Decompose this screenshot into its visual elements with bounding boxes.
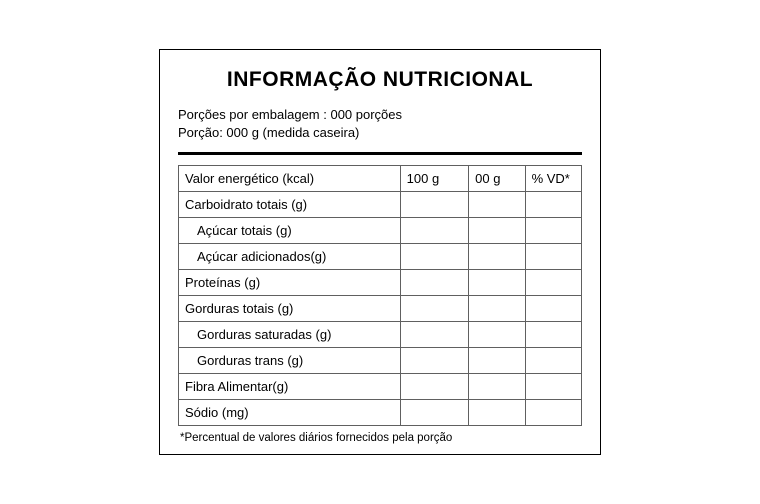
- cell-value: [525, 244, 581, 270]
- column-header: 00 g: [469, 166, 525, 192]
- row-label: Gorduras trans (g): [179, 348, 401, 374]
- cell-value: [469, 192, 525, 218]
- cell-value: [469, 296, 525, 322]
- cell-value: [400, 192, 469, 218]
- cell-value: [525, 322, 581, 348]
- cell-value: [400, 270, 469, 296]
- footnote: *Percentual de valores diários fornecido…: [178, 426, 582, 446]
- cell-value: [400, 296, 469, 322]
- row-label: Carboidrato totais (g): [179, 192, 401, 218]
- column-header: 100 g: [400, 166, 469, 192]
- row-label: Açúcar totais (g): [179, 218, 401, 244]
- cell-value: [400, 218, 469, 244]
- table-row: Gorduras saturadas (g): [179, 322, 582, 348]
- table-row: Sódio (mg): [179, 400, 582, 426]
- cell-value: [469, 322, 525, 348]
- cell-value: [525, 270, 581, 296]
- cell-value: [525, 192, 581, 218]
- cell-value: [400, 244, 469, 270]
- cell-value: [525, 348, 581, 374]
- serving-line-2: Porção: 000 g (medida caseira): [178, 124, 582, 142]
- table-row: Valor energético (kcal)100 g00 g% VD*: [179, 166, 582, 192]
- row-label: Fibra Alimentar(g): [179, 374, 401, 400]
- cell-value: [469, 348, 525, 374]
- cell-value: [469, 218, 525, 244]
- serving-line-1: Porções por embalagem : 000 porções: [178, 106, 582, 124]
- row-label: Proteínas (g): [179, 270, 401, 296]
- table-row: Fibra Alimentar(g): [179, 374, 582, 400]
- nutrition-facts-panel: INFORMAÇÃO NUTRICIONAL Porções por embal…: [159, 49, 601, 455]
- row-label: Sódio (mg): [179, 400, 401, 426]
- nutrition-table: Valor energético (kcal)100 g00 g% VD*Car…: [178, 165, 582, 426]
- cell-value: [400, 400, 469, 426]
- table-row: Carboidrato totais (g): [179, 192, 582, 218]
- cell-value: [469, 400, 525, 426]
- table-row: Açúcar totais (g): [179, 218, 582, 244]
- cell-value: [469, 244, 525, 270]
- table-row: Proteínas (g): [179, 270, 582, 296]
- thick-separator: [178, 152, 582, 155]
- cell-value: [400, 348, 469, 374]
- cell-value: [469, 374, 525, 400]
- cell-value: [400, 322, 469, 348]
- row-label: Valor energético (kcal): [179, 166, 401, 192]
- row-label: Açúcar adicionados(g): [179, 244, 401, 270]
- table-row: Gorduras trans (g): [179, 348, 582, 374]
- cell-value: [400, 374, 469, 400]
- row-label: Gorduras totais (g): [179, 296, 401, 322]
- table-row: Gorduras totais (g): [179, 296, 582, 322]
- table-row: Açúcar adicionados(g): [179, 244, 582, 270]
- row-label: Gorduras saturadas (g): [179, 322, 401, 348]
- serving-info: Porções por embalagem : 000 porções Porç…: [178, 106, 582, 142]
- cell-value: [525, 218, 581, 244]
- cell-value: [525, 296, 581, 322]
- cell-value: [469, 270, 525, 296]
- column-header: % VD*: [525, 166, 581, 192]
- cell-value: [525, 374, 581, 400]
- cell-value: [525, 400, 581, 426]
- panel-title: INFORMAÇÃO NUTRICIONAL: [178, 68, 582, 92]
